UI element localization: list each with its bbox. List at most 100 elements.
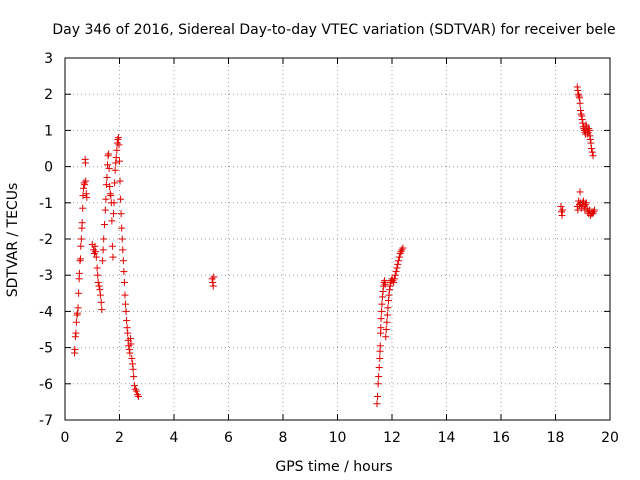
data-point (112, 159, 120, 167)
y-tick-label: -3 (39, 268, 53, 284)
data-point (386, 286, 394, 294)
data-point (578, 116, 586, 124)
data-point (574, 206, 582, 214)
data-point (80, 184, 88, 192)
data-point (96, 291, 104, 299)
data-point (78, 219, 86, 227)
data-point (377, 315, 385, 323)
x-tick-label: 12 (383, 430, 401, 446)
data-point (95, 282, 103, 290)
data-point (391, 271, 399, 279)
data-point (79, 192, 87, 200)
data-point (208, 275, 216, 283)
data-point (83, 193, 91, 201)
data-point (577, 106, 585, 114)
data-point (129, 365, 137, 373)
y-axis-label: SDTVAR / TECUs (5, 183, 21, 298)
data-point (590, 206, 598, 214)
data-point (118, 235, 126, 243)
data-point (586, 135, 594, 143)
data-point (379, 287, 387, 295)
data-point (82, 177, 90, 185)
data-point (121, 291, 129, 299)
data-point (380, 282, 388, 290)
y-tick-label: 2 (44, 87, 53, 103)
data-point (94, 271, 102, 279)
data-point (577, 110, 585, 118)
data-point (101, 221, 109, 229)
data-point (398, 246, 406, 254)
data-point (575, 92, 583, 100)
y-tick-label: 0 (44, 160, 53, 176)
data-point (392, 268, 400, 276)
y-tick-label: 3 (44, 51, 53, 67)
data-point (374, 380, 382, 388)
data-point (576, 188, 584, 196)
x-tick-label: 4 (170, 430, 179, 446)
data-point (588, 148, 596, 156)
data-point (77, 242, 85, 250)
y-tick-label: -7 (39, 413, 53, 429)
data-point (209, 282, 217, 290)
data-point (135, 392, 143, 400)
data-point (385, 291, 393, 299)
data-point (92, 253, 100, 261)
data-point (582, 199, 590, 207)
data-point (102, 195, 110, 203)
data-point (117, 210, 125, 218)
data-point (104, 152, 112, 160)
data-point (120, 268, 128, 276)
data-point (108, 242, 116, 250)
x-tick-label: 10 (329, 430, 347, 446)
data-point (378, 307, 386, 315)
data-point (105, 164, 113, 172)
data-point (395, 253, 403, 261)
data-point (102, 181, 110, 189)
x-tick-label: 2 (115, 430, 124, 446)
data-point (383, 311, 391, 319)
data-point (580, 202, 588, 210)
data-point (124, 329, 132, 337)
data-point (581, 201, 589, 209)
data-point (96, 286, 104, 294)
data-point (113, 139, 121, 147)
data-point (390, 278, 398, 286)
data-point (74, 304, 82, 312)
data-point (579, 119, 587, 127)
data-point (104, 161, 112, 169)
y-tick-label: -5 (39, 341, 53, 357)
data-point (113, 146, 121, 154)
data-point (557, 202, 565, 210)
data-point (111, 179, 119, 187)
data-point (209, 278, 217, 286)
data-point (210, 273, 218, 281)
grid-lines (65, 58, 610, 420)
data-point (74, 309, 82, 317)
data-point (115, 141, 123, 149)
data-point (578, 112, 586, 120)
data-point (585, 126, 593, 134)
data-point (125, 345, 133, 353)
data-point (390, 275, 398, 283)
data-point (119, 257, 127, 265)
data-point (93, 264, 101, 272)
data-point (582, 121, 590, 129)
data-point (100, 235, 108, 243)
data-point (81, 159, 89, 167)
data-point (589, 210, 597, 218)
x-tick-label: 18 (547, 430, 565, 446)
data-point (109, 253, 117, 261)
data-point (99, 246, 107, 254)
data-point (575, 94, 583, 102)
y-tick-label: -6 (39, 377, 53, 393)
data-point (128, 354, 136, 362)
data-point (380, 278, 388, 286)
data-point (574, 90, 582, 98)
data-point (584, 128, 592, 136)
data-point (79, 204, 87, 212)
data-point (374, 392, 382, 400)
data-point (378, 293, 386, 301)
data-point (394, 260, 402, 268)
